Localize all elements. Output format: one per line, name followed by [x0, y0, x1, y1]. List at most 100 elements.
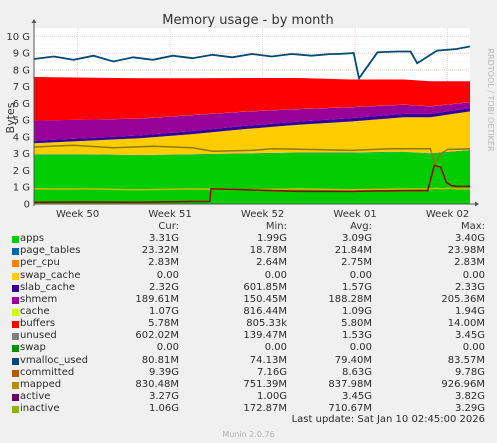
y-tick-label: 4 G — [13, 132, 30, 143]
line-mapped — [33, 144, 471, 166]
legend-swatch — [12, 393, 19, 401]
legend-avg: 79.40M — [334, 354, 372, 366]
y-tick-label: 10 G — [6, 32, 30, 43]
legend-min: 74.13M — [249, 354, 287, 366]
x-tick-label: Week 52 — [241, 209, 284, 220]
legend-max: 14.00M — [447, 318, 485, 330]
legend-row-apps: apps 3.31G 1.99G 3.09G 3.40G — [0, 233, 497, 245]
legend-max: 23.98M — [447, 245, 485, 257]
legend-max: 2.83M — [454, 257, 485, 269]
legend-cur: 9.39G — [148, 366, 179, 378]
legend-cur: 602.02M — [135, 330, 179, 342]
legend-row-vmalloc-used: vmalloc_used 80.81M 74.13M 79.40M 83.57M — [0, 355, 497, 367]
x-axis-arrow — [475, 201, 479, 207]
rrdtool-credit: RRDTOOL / TOBI OETIKER — [486, 48, 495, 151]
legend-cur: 2.83M — [148, 257, 179, 269]
legend-name: buffers — [20, 318, 56, 330]
legend-swatch — [12, 308, 19, 316]
legend-avg: 837.98M — [328, 378, 372, 390]
legend-min: 0.00 — [264, 342, 287, 354]
legend-max: 3.45G — [454, 330, 485, 342]
legend-min: 150.45M — [243, 293, 287, 305]
x-tick-label: Week 51 — [148, 209, 191, 220]
legend-avg: 0.00 — [349, 342, 372, 354]
legend-min: 0.00 — [264, 269, 287, 281]
legend-cur: 0.00 — [156, 269, 179, 281]
x-tick-label: Week 50 — [56, 209, 99, 220]
area-shmem — [34, 108, 470, 144]
legend-swatch — [12, 333, 19, 341]
y-tick-label: 5 G — [13, 116, 30, 127]
legend-avg: 1.53G — [341, 330, 372, 342]
legend-avg: 188.28M — [328, 293, 372, 305]
legend-max: 1.94G — [454, 305, 485, 317]
legend-min: 816.44M — [243, 305, 287, 317]
line-inactive — [33, 164, 471, 204]
legend-swatch — [12, 260, 19, 268]
legend-table: Cur: Min: Avg: Max: apps 3.31G 1.99G 3.09G 3… — [0, 221, 497, 415]
legend-name: cache — [20, 305, 50, 317]
legend-name: active — [20, 390, 51, 402]
legend-min: 7.16G — [256, 366, 287, 378]
legend-name: slab_cache — [20, 281, 76, 293]
legend-cur: 5.78M — [148, 318, 179, 330]
x-tick-label: Week 01 — [333, 209, 376, 220]
legend-max: 926.96M — [441, 378, 485, 390]
line-active — [34, 187, 470, 191]
area-buffers — [34, 102, 470, 121]
legend-swatch — [12, 321, 19, 329]
legend-max: 0.00 — [462, 269, 485, 281]
legend-name: mapped — [20, 378, 62, 390]
legend-row-active: active 3.27G 1.00G 3.45G 3.82G — [0, 391, 497, 403]
legend-cur: 2.32G — [148, 281, 179, 293]
legend-cur: 3.31G — [148, 233, 179, 245]
legend-row-swap-cache: swap_cache 0.00 0.00 0.00 0.00 — [0, 270, 497, 282]
chart-title: Memory usage - by month — [162, 13, 333, 28]
legend-row-mapped: mapped 830.48M 751.39M 837.98M 926.96M — [0, 379, 497, 391]
legend-swatch — [12, 284, 19, 292]
legend-avg: 8.63G — [341, 366, 372, 378]
legend-avg: 21.84M — [334, 245, 372, 257]
legend-swatch — [12, 369, 19, 377]
stacked-areas — [34, 77, 470, 204]
area-cache — [34, 102, 470, 141]
y-tick-label: 7 G — [13, 82, 30, 93]
legend-min: 601.85M — [243, 281, 287, 293]
line-committed — [33, 45, 471, 81]
legend-row-slab-cache: slab_cache 2.32G 601.85M 1.57G 2.33G — [0, 282, 497, 294]
legend-header: Cur: Min: Avg: Max: — [0, 221, 497, 233]
legend-avg: 5.80M — [341, 318, 372, 330]
area-slab-cache — [34, 111, 470, 155]
legend-avg: 1.09G — [341, 305, 372, 317]
legend-cur: 23.32M — [141, 245, 179, 257]
x-tick-label: Week 02 — [426, 209, 469, 220]
legend-name: swap — [20, 342, 46, 354]
legend-avg: 3.45G — [341, 390, 372, 402]
legend-name: page_tables — [20, 245, 81, 257]
legend-row-cache: cache 1.07G 816.44M 1.09G 1.94G — [0, 306, 497, 318]
y-tick-label: 0 — [24, 200, 30, 211]
header-max: Max: — [460, 221, 485, 232]
legend-avg: 2.75M — [341, 257, 372, 269]
legend-min: 139.47M — [243, 330, 287, 342]
legend-cur: 0.00 — [156, 342, 179, 354]
legend-avg: 710.67M — [328, 403, 372, 415]
legend-avg: 3.09G — [341, 233, 372, 245]
legend-max: 3.82G — [454, 390, 485, 402]
legend-name: per_cpu — [20, 257, 60, 269]
legend-max: 3.29G — [454, 403, 485, 415]
last-update: Last update: Sat Jan 10 02:45:00 2026 — [291, 414, 485, 425]
y-axis-label: Bytes — [4, 102, 17, 133]
legend-min: 1.99G — [256, 233, 287, 245]
legend-cur: 189.61M — [135, 293, 179, 305]
legend-name: shmem — [20, 293, 58, 305]
legend-name: unused — [20, 330, 57, 342]
legend-max: 3.40G — [454, 233, 485, 245]
y-axis-arrow — [31, 19, 37, 23]
legend-row-page-tables: page_tables 23.32M 18.78M 21.84M 23.98M — [0, 245, 497, 257]
legend-min: 751.39M — [243, 378, 287, 390]
legend-cur: 80.81M — [141, 354, 179, 366]
legend-max: 83.57M — [447, 354, 485, 366]
legend-row-buffers: buffers 5.78M 805.33k 5.80M 14.00M — [0, 318, 497, 330]
